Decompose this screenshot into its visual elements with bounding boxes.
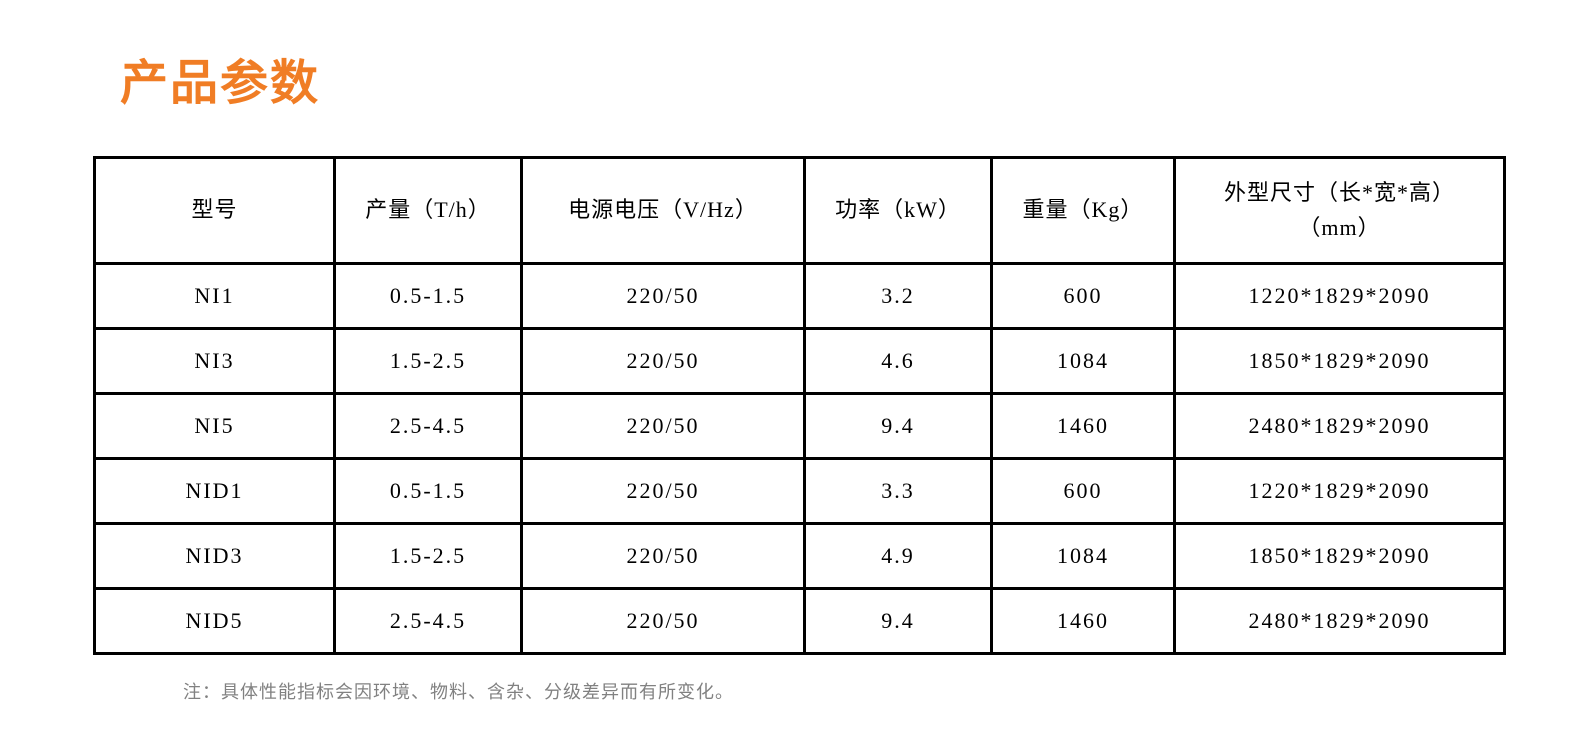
column-header: 功率（kW） bbox=[803, 156, 993, 265]
table-cell: 4.6 bbox=[803, 327, 993, 395]
table-cell: 2480*1829*2090 bbox=[1173, 587, 1506, 655]
table-cell: 220/50 bbox=[520, 522, 806, 590]
table-cell: 1850*1829*2090 bbox=[1173, 522, 1506, 590]
table-cell: NID3 bbox=[93, 522, 336, 590]
table-cell: NI5 bbox=[93, 392, 336, 460]
table-cell: 2.5-4.5 bbox=[333, 587, 523, 655]
table-row: NI3 1.5-2.5 220/50 4.6 1084 1850*1829*2090 bbox=[93, 327, 1506, 395]
table-row: NI5 2.5-4.5 220/50 9.4 1460 2480*1829*2090 bbox=[93, 392, 1506, 460]
table-cell: 3.3 bbox=[803, 457, 993, 525]
table-cell: 220/50 bbox=[520, 457, 806, 525]
table-cell: 600 bbox=[990, 262, 1176, 330]
table-cell: 2.5-4.5 bbox=[333, 392, 523, 460]
table-cell: 1084 bbox=[990, 327, 1176, 395]
table-cell: 9.4 bbox=[803, 392, 993, 460]
page-title: 产品参数 bbox=[120, 57, 321, 110]
table-row: NID3 1.5-2.5 220/50 4.9 1084 1850*1829*2090 bbox=[93, 522, 1506, 590]
table-cell: 9.4 bbox=[803, 587, 993, 655]
table-header-row: 型号 产量（T/h） 电源电压（V/Hz） 功率（kW） 重量（Kg） 外型尺寸（长*宽*… bbox=[93, 156, 1506, 265]
table-cell: 0.5-1.5 bbox=[333, 262, 523, 330]
table-cell: 1220*1829*2090 bbox=[1173, 262, 1506, 330]
table-cell: 1850*1829*2090 bbox=[1173, 327, 1506, 395]
table-cell: 220/50 bbox=[520, 262, 806, 330]
table-cell: 0.5-1.5 bbox=[333, 457, 523, 525]
table-cell: 1460 bbox=[990, 587, 1176, 655]
table-cell: 1084 bbox=[990, 522, 1176, 590]
table-row: NID1 0.5-1.5 220/50 3.3 600 1220*1829*2090 bbox=[93, 457, 1506, 525]
table-cell: NI1 bbox=[93, 262, 336, 330]
table-cell: 220/50 bbox=[520, 327, 806, 395]
table-cell: NID1 bbox=[93, 457, 336, 525]
column-header: 电源电压（V/Hz） bbox=[520, 156, 806, 265]
table-cell: 2480*1829*2090 bbox=[1173, 392, 1506, 460]
table-cell: 220/50 bbox=[520, 392, 806, 460]
column-header: 重量（Kg） bbox=[990, 156, 1176, 265]
table-cell: 1460 bbox=[990, 392, 1176, 460]
table-cell: 3.2 bbox=[803, 262, 993, 330]
table-cell: 220/50 bbox=[520, 587, 806, 655]
table-cell: 1.5-2.5 bbox=[333, 522, 523, 590]
table-row: NID5 2.5-4.5 220/50 9.4 1460 2480*1829*2090 bbox=[93, 587, 1506, 655]
table-cell: 1.5-2.5 bbox=[333, 327, 523, 395]
column-header: 产量（T/h） bbox=[333, 156, 523, 265]
table-cell: 1220*1829*2090 bbox=[1173, 457, 1506, 525]
column-header: 型号 bbox=[93, 156, 336, 265]
table-cell: NI3 bbox=[93, 327, 336, 395]
product-parameters-table: 型号 产量（T/h） 电源电压（V/Hz） 功率（kW） 重量（Kg） 外型尺寸（长*宽*… bbox=[93, 156, 1506, 655]
column-header: 外型尺寸（长*宽*高） （mm） bbox=[1173, 156, 1506, 265]
table-cell: 600 bbox=[990, 457, 1176, 525]
table-cell: NID5 bbox=[93, 587, 336, 655]
table-cell: 4.9 bbox=[803, 522, 993, 590]
footnote: 注：具体性能指标会因环境、物料、含杂、分级差异而有所变化。 bbox=[183, 682, 734, 702]
table-row: NI1 0.5-1.5 220/50 3.2 600 1220*1829*2090 bbox=[93, 262, 1506, 330]
